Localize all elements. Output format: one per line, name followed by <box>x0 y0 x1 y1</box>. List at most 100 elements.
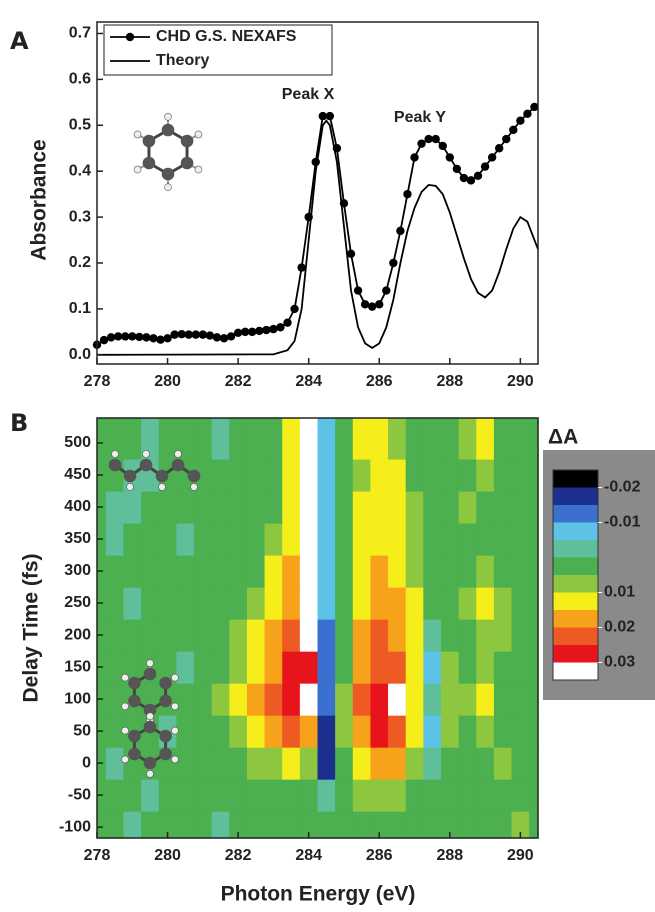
heat-cell <box>299 651 319 684</box>
heat-cell <box>211 651 230 684</box>
data-point <box>177 329 186 339</box>
heat-cell <box>317 811 336 839</box>
colorbar-frame <box>552 469 599 681</box>
heat-cell <box>511 747 530 780</box>
heat-cell <box>335 619 354 652</box>
heat-cell <box>229 523 248 556</box>
heat-cell <box>476 747 495 780</box>
heat-cell <box>476 490 495 524</box>
heat-cell <box>194 651 213 684</box>
heat-cell <box>388 587 407 620</box>
atom <box>121 726 129 735</box>
heat-cell <box>317 779 336 812</box>
heat-cell <box>458 715 477 748</box>
heat-cell <box>335 458 354 492</box>
atom <box>180 134 194 148</box>
data-point <box>346 249 356 259</box>
atom <box>164 113 172 121</box>
heat-cell <box>105 683 125 716</box>
atom <box>161 123 175 137</box>
data-point <box>290 304 299 314</box>
heat-cell <box>352 555 372 588</box>
heat-cell <box>229 490 248 524</box>
heat-cell <box>176 651 195 684</box>
heat-cell <box>511 587 530 620</box>
heat-cell <box>282 747 301 780</box>
heat-cell <box>370 458 389 492</box>
heat-cell <box>511 418 530 460</box>
y-tick-label: 0.4 <box>69 162 91 179</box>
heat-cell <box>299 523 319 556</box>
colorbar-swatch <box>553 470 598 488</box>
heat-cell <box>141 811 160 839</box>
data-point <box>156 335 165 344</box>
heat-cell <box>141 619 160 652</box>
colorbar-swatch <box>553 610 598 628</box>
heat-cell <box>511 715 530 748</box>
data-point <box>417 139 426 148</box>
heat-cell <box>123 490 142 524</box>
heat-cell <box>123 619 142 652</box>
colorbar-swatch <box>553 522 598 541</box>
heat-cell <box>423 587 442 620</box>
heat-cell <box>264 418 283 460</box>
atom <box>121 702 129 711</box>
heat-cell <box>317 619 336 652</box>
data-point <box>205 331 215 340</box>
atom <box>142 450 150 458</box>
heat-cell <box>176 555 195 588</box>
heat-cell <box>335 490 354 524</box>
heat-cell <box>264 555 283 588</box>
data-point <box>530 102 539 112</box>
heat-cell <box>388 619 407 652</box>
heat-cell <box>282 811 301 839</box>
heat-cell <box>211 715 230 748</box>
heat-cell <box>194 619 213 652</box>
heat-cell <box>176 523 195 556</box>
data-point <box>325 111 335 121</box>
y-tick-label: 300 <box>64 562 91 579</box>
heat-cell <box>335 651 354 684</box>
series-line <box>96 119 539 356</box>
x-tick-label: 282 <box>225 373 252 390</box>
heat-cell <box>299 555 319 588</box>
heat-cell <box>246 458 266 492</box>
heat-cell <box>317 683 336 716</box>
heat-cell <box>388 651 407 684</box>
x-axis-title: Photon Energy (eV) <box>221 883 416 906</box>
data-point <box>367 302 377 311</box>
legend-label: Theory <box>156 52 209 69</box>
data-point <box>191 330 200 339</box>
data-point <box>494 144 504 153</box>
y-tick-label: 200 <box>64 626 91 643</box>
heat-cell <box>423 418 442 460</box>
heat-cell <box>352 715 372 748</box>
heat-cell <box>458 779 477 812</box>
y-tick-label: 250 <box>64 594 91 611</box>
heat-cell <box>335 811 354 839</box>
heat-cell <box>105 747 125 780</box>
data-point <box>170 330 179 339</box>
heat-cell <box>264 619 283 652</box>
colorbar-tick-label: -0.02 <box>604 479 641 496</box>
data-point <box>516 116 525 125</box>
data-point <box>269 324 278 334</box>
heat-cell <box>299 490 319 524</box>
heat-cell <box>370 619 389 652</box>
heat-cell <box>317 747 336 780</box>
heat-cell <box>476 651 495 684</box>
heat-cell <box>388 779 407 812</box>
heat-cell <box>211 779 230 812</box>
data-point <box>149 334 158 343</box>
heat-cell <box>458 619 477 652</box>
atom <box>108 458 122 472</box>
heat-cell <box>282 619 301 652</box>
atom <box>159 747 172 761</box>
heat-cell <box>493 587 513 620</box>
heat-cell <box>476 619 495 652</box>
atom <box>190 483 198 491</box>
heat-cell <box>440 779 460 812</box>
heat-cell <box>194 747 213 780</box>
heat-cell <box>440 715 460 748</box>
